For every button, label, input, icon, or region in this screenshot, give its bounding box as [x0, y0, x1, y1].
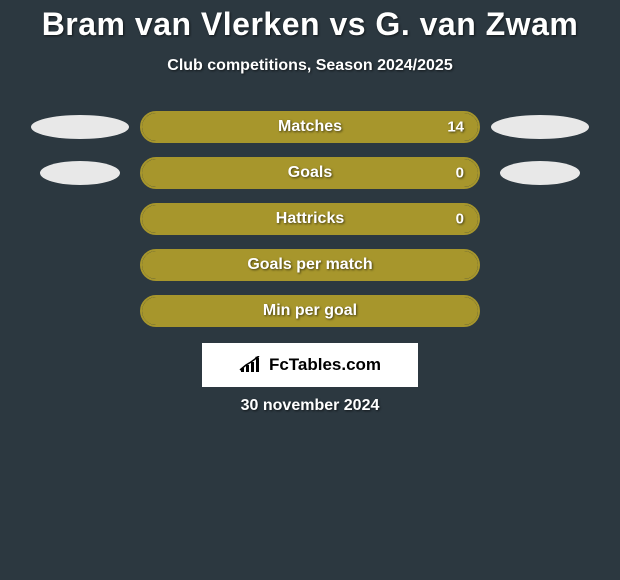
- stat-label: Goals per match: [247, 256, 372, 274]
- stat-right-value: 14: [447, 119, 464, 136]
- stat-bar: Hattricks 0: [140, 203, 480, 235]
- stat-bar: Goals per match: [140, 249, 480, 281]
- stat-row: Goals per match: [0, 249, 620, 281]
- stat-right-value: 0: [456, 165, 464, 182]
- right-ellipse: [500, 161, 580, 185]
- logo-badge: FcTables.com: [202, 343, 418, 387]
- stat-bar: Min per goal: [140, 295, 480, 327]
- rows-wrap: Matches 14 Goals 0 Hattricks 0 Goals per match…: [0, 111, 620, 327]
- right-ellipse: [491, 115, 589, 139]
- logo-text: FcTables.com: [269, 355, 381, 375]
- right-ellipse-slot: [480, 115, 600, 139]
- stat-label: Hattricks: [276, 210, 344, 228]
- chart-container: Bram van Vlerken vs G. van Zwam Club com…: [0, 0, 620, 415]
- stat-label: Matches: [278, 118, 342, 136]
- right-ellipse-slot: [480, 161, 600, 185]
- page-subtitle: Club competitions, Season 2024/2025: [0, 57, 620, 75]
- stat-row: Min per goal: [0, 295, 620, 327]
- stat-right-value: 0: [456, 211, 464, 228]
- stat-row: Goals 0: [0, 157, 620, 189]
- stat-row: Matches 14: [0, 111, 620, 143]
- left-ellipse: [31, 115, 129, 139]
- date-text: 30 november 2024: [0, 397, 620, 415]
- stat-bar: Matches 14: [140, 111, 480, 143]
- stat-label: Min per goal: [263, 302, 357, 320]
- left-ellipse-slot: [20, 161, 140, 185]
- chart-bars-icon: [239, 356, 263, 374]
- stat-row: Hattricks 0: [0, 203, 620, 235]
- left-ellipse: [40, 161, 120, 185]
- left-ellipse-slot: [20, 115, 140, 139]
- stat-label: Goals: [288, 164, 332, 182]
- stat-bar: Goals 0: [140, 157, 480, 189]
- page-title: Bram van Vlerken vs G. van Zwam: [0, 6, 620, 43]
